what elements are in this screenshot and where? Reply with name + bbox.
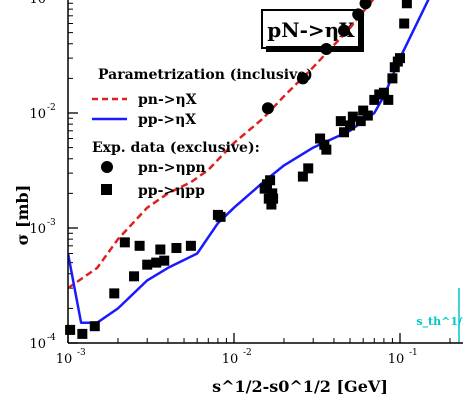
point-pp-pp (355, 116, 366, 127)
point-pp-pp (389, 62, 400, 73)
point-pp-pp (185, 240, 196, 251)
point-pp-pp (119, 237, 130, 248)
point-pp-pp (297, 171, 308, 182)
point-pn-pn (320, 43, 333, 56)
point-pp-pp (268, 193, 279, 204)
y-axis-title: σ [mb] (13, 185, 32, 246)
point-pp-pp (171, 243, 182, 254)
point-pp-pp (265, 175, 276, 186)
point-pp-pp (335, 116, 346, 127)
legend-marker-pn-etapn (101, 161, 113, 173)
point-pn-pn (261, 102, 274, 115)
point-pp-pp (151, 257, 162, 268)
point-pp-pp (65, 324, 76, 335)
x-tick-label: 10 (56, 352, 73, 367)
x-tick-label: 10 (222, 352, 239, 367)
legend-label-pp-etaX: pp->ηX (138, 112, 196, 128)
point-pp-pp (345, 120, 356, 131)
point-pp-pp (155, 244, 166, 255)
threshold-label: s_th^1/2 (416, 315, 463, 329)
point-pp-pp (378, 87, 389, 98)
legend-header-exp-data: Exp. data (exclusive): (92, 140, 260, 156)
point-pp-pp (129, 271, 140, 282)
legend-label-pp-etapp: pp->ηpp (138, 183, 205, 199)
point-pp-pp (77, 328, 88, 339)
point-pn-pn (359, 0, 372, 10)
point-pp-pp (347, 111, 358, 122)
x-tick-exponent: -1 (409, 348, 418, 358)
y-tick-exponent: -4 (47, 333, 56, 343)
point-pp-pp (215, 211, 226, 222)
point-pp-pp (159, 255, 170, 266)
y-tick-label: 10 (29, 222, 46, 237)
point-pp-pp (401, 0, 412, 9)
point-pn-pn (352, 8, 365, 21)
point-pp-pp (383, 94, 394, 105)
legend: Parametrization (inclusive) pn->ηX pp->η… (92, 67, 313, 199)
point-pp-pp (266, 199, 277, 210)
y-tick-exponent: -3 (47, 218, 56, 228)
x-tick-exponent: -2 (243, 348, 252, 358)
point-pp-pp (315, 133, 326, 144)
y-tick-label: 10 (29, 107, 46, 122)
legend-header-parametrization: Parametrization (inclusive) (98, 67, 313, 83)
point-pp-pp (134, 240, 145, 251)
point-pp-pp (399, 18, 410, 29)
legend-label-pn-etaX: pn->ηX (138, 92, 197, 108)
x-tick-exponent: -3 (77, 348, 86, 358)
point-pp-pp (303, 163, 314, 174)
point-pp-pp (369, 94, 380, 105)
point-pp-pp (109, 288, 120, 299)
point-pp-pp (387, 73, 398, 84)
point-pp-pp (321, 144, 332, 155)
markers-layer (65, 0, 412, 339)
point-pp-pp (362, 110, 373, 121)
point-pp-pp (339, 127, 350, 138)
x-tick-label: 10 (388, 352, 405, 367)
series-line-pn-x (68, 0, 375, 290)
legend-label-pn-etapn: pn->ηpn (138, 160, 206, 176)
y-tick-exponent: -2 (47, 103, 56, 113)
y-tick-label: 10 (29, 337, 46, 352)
point-pp-pp (267, 188, 278, 199)
point-pn-pn (296, 72, 309, 85)
axis-ticks: 10-310-210-110-410-310-210-1100 (29, 0, 451, 367)
point-pn-pn (338, 24, 351, 37)
y-tick-label: 10 (29, 0, 46, 7)
point-pp-pp (89, 321, 100, 332)
point-pp-pp (395, 53, 405, 64)
point-pp-pp (142, 259, 153, 270)
legend-marker-pp-etapp (101, 184, 112, 195)
x-axis-title: s^1/2-s0^1/2 [GeV] (212, 377, 388, 396)
